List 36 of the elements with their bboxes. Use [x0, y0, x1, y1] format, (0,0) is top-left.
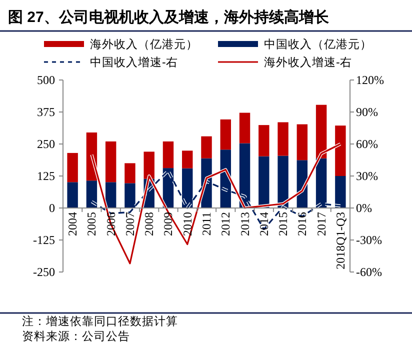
x-tick-label: 2009 — [161, 212, 176, 236]
legend-label: 中国收入（亿港元） — [264, 37, 372, 51]
legend-label: 海外收入（亿港元） — [90, 37, 198, 51]
y-tick-label: -125 — [33, 233, 55, 247]
y2-tick-label: 120% — [356, 73, 384, 87]
y2-tick-label: -30% — [356, 233, 382, 247]
x-tick-label: 2015 — [276, 212, 290, 236]
x-tick-label: 2012 — [218, 212, 233, 236]
x-tick-label: 2018Q1-Q3 — [333, 212, 348, 270]
y-tick-label: 375 — [37, 105, 55, 119]
x-tick-label: 2008 — [142, 212, 156, 236]
x-tick-label: 2007 — [122, 212, 137, 236]
legend-label: 中国收入增速-右 — [90, 55, 178, 69]
y2-tick-label: -60% — [356, 265, 382, 279]
y2-tick-label: 0% — [356, 201, 372, 215]
y-tick-label: 0 — [49, 201, 55, 215]
y2-tick-label: 30% — [356, 169, 378, 183]
x-tick-label: 2016 — [295, 212, 310, 236]
x-tick-label: 2010 — [180, 212, 194, 236]
x-tick-label: 2011 — [200, 212, 214, 236]
y2-tick-label: 90% — [356, 105, 378, 119]
x-tick-label: 2006 — [104, 212, 118, 236]
x-tick-label: 2013 — [238, 212, 252, 236]
x-tick-label: 2017 — [314, 212, 328, 236]
y-tick-label: 250 — [37, 137, 55, 151]
chart-title: 图 27、公司电视机收入及增速，海外持续高增长 — [8, 8, 330, 26]
text: 注：增速依靠同口径数据计算 — [22, 314, 178, 328]
text: 资料来源：公司公告 — [22, 330, 130, 343]
y-tick-label: -250 — [33, 265, 55, 279]
y-tick-label: 125 — [37, 169, 55, 183]
x-tick-label: 2005 — [84, 212, 99, 236]
y-tick-label: 500 — [37, 73, 55, 87]
y2-tick-label: 60% — [356, 137, 378, 151]
x-tick-label: 2004 — [66, 212, 80, 236]
legend-label: 海外收入增速-右 — [264, 55, 352, 69]
x-tick-label: 2014 — [256, 212, 271, 236]
